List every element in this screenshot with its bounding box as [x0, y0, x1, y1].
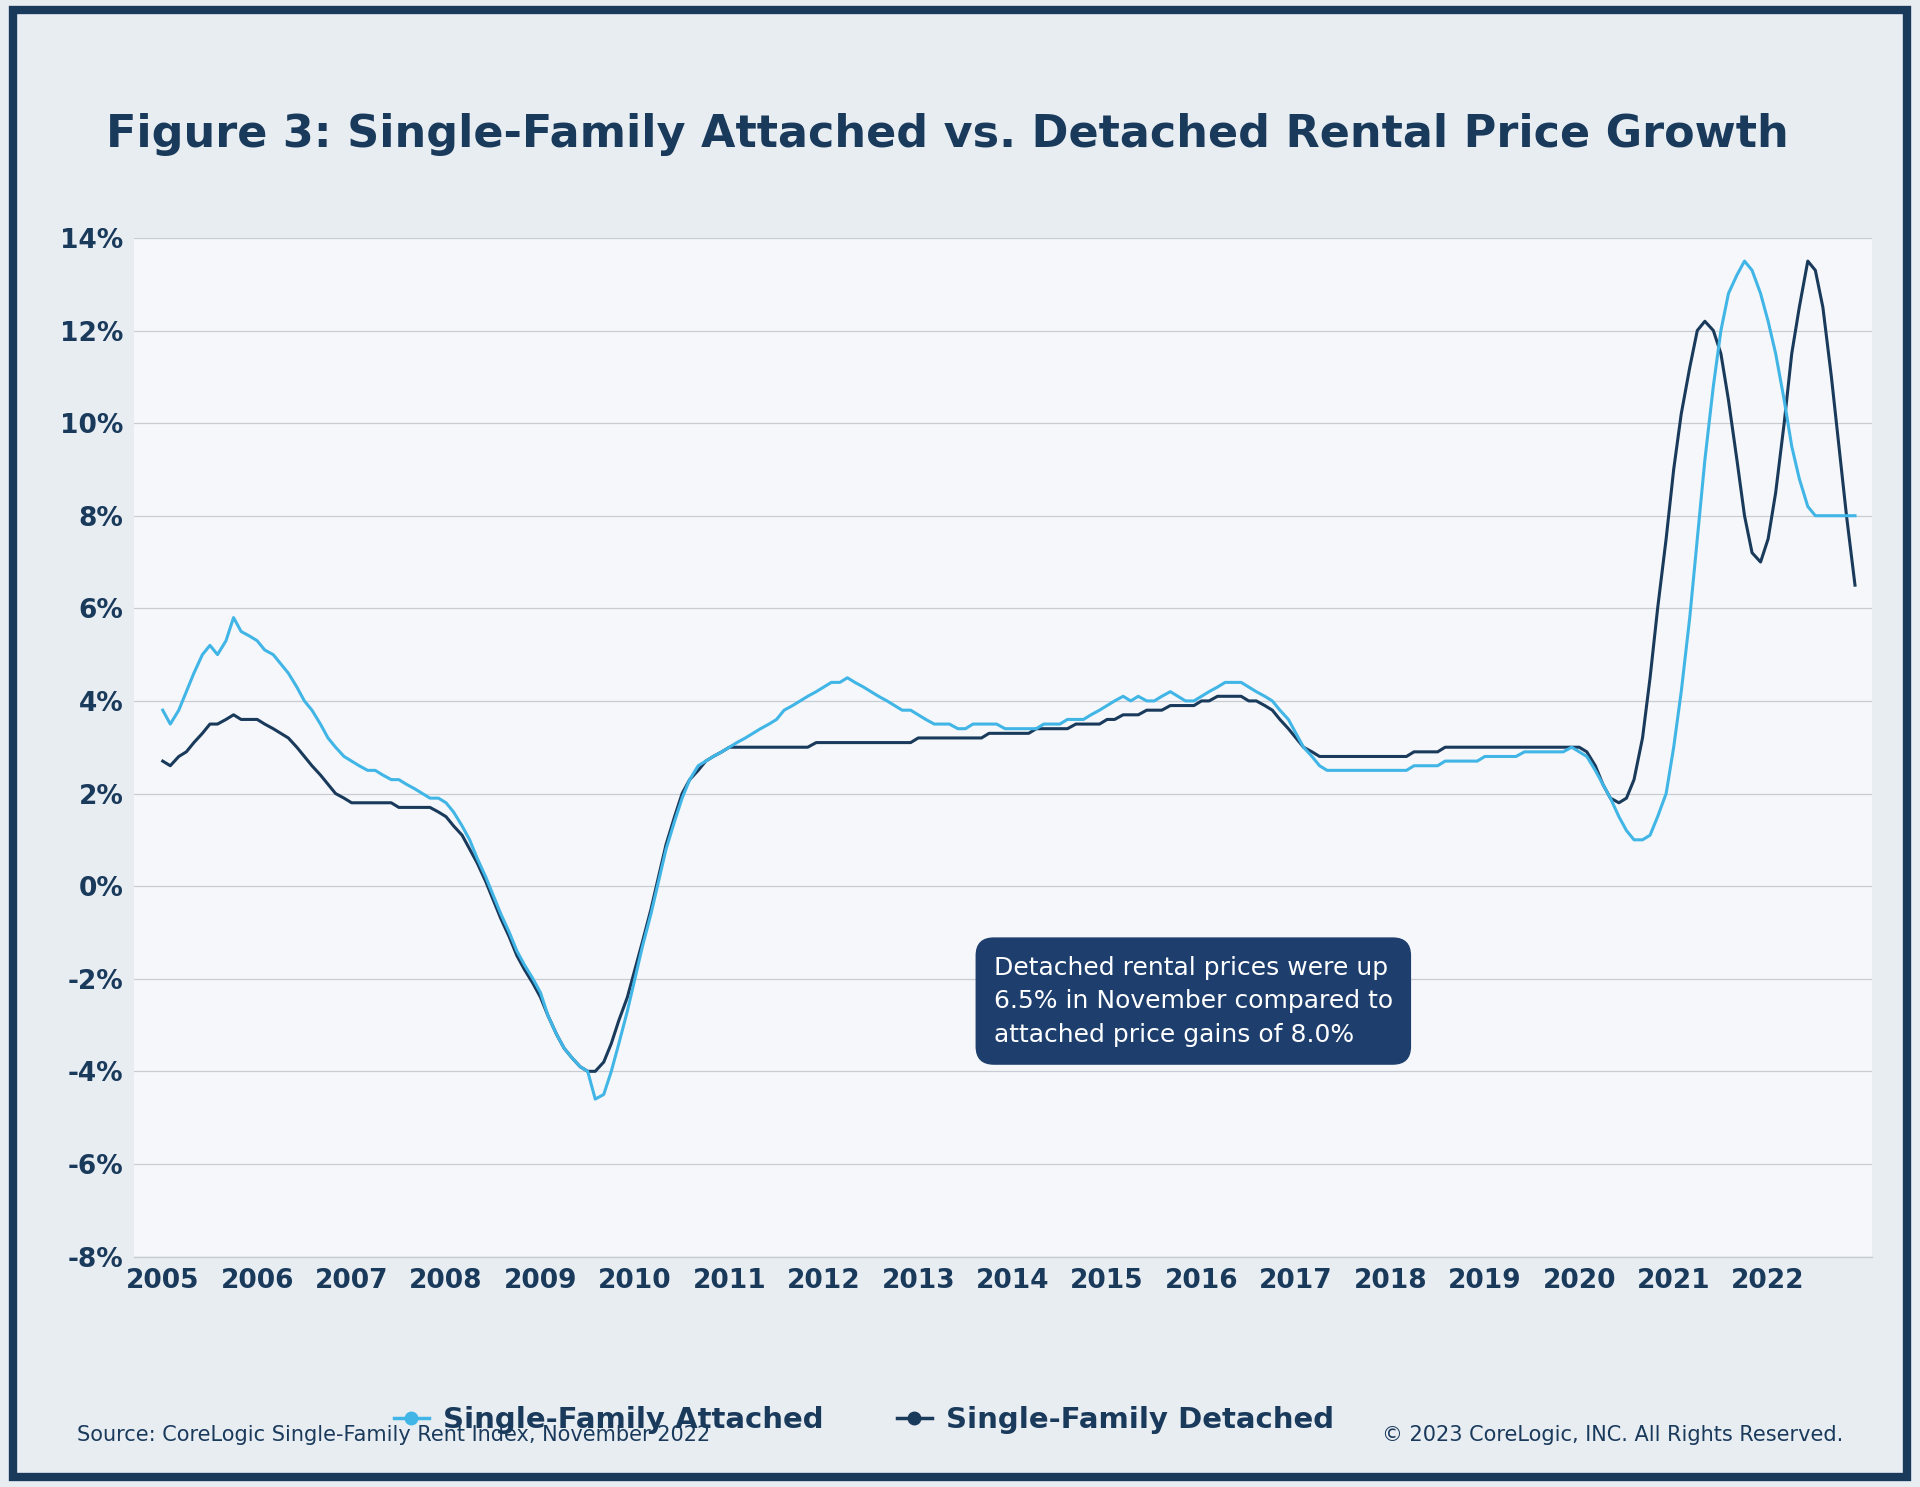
Text: Figure 3: Single-Family Attached vs. Detached Rental Price Growth: Figure 3: Single-Family Attached vs. Det… [106, 113, 1788, 156]
Text: © 2023 CoreLogic, INC. All Rights Reserved.: © 2023 CoreLogic, INC. All Rights Reserv… [1382, 1426, 1843, 1445]
Text: Detached rental prices were up
6.5% in November compared to
attached price gains: Detached rental prices were up 6.5% in N… [995, 956, 1392, 1047]
Text: Source: CoreLogic Single-Family Rent Index, November 2022: Source: CoreLogic Single-Family Rent Ind… [77, 1426, 710, 1445]
Legend: Single-Family Attached, Single-Family Detached: Single-Family Attached, Single-Family De… [382, 1395, 1346, 1445]
